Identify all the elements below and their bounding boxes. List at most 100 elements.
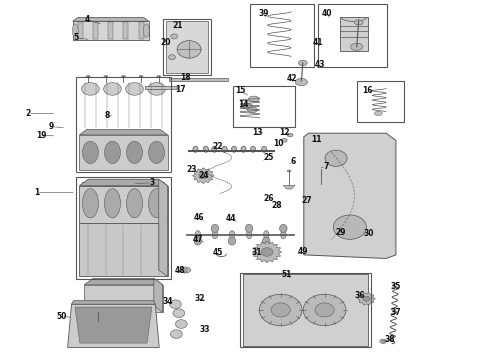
- Polygon shape: [82, 182, 164, 190]
- Ellipse shape: [86, 76, 90, 77]
- Text: 48: 48: [175, 266, 186, 275]
- Polygon shape: [79, 186, 168, 223]
- Ellipse shape: [262, 146, 267, 152]
- Text: 25: 25: [263, 153, 274, 162]
- Text: 40: 40: [322, 9, 333, 18]
- Ellipse shape: [148, 83, 166, 95]
- Ellipse shape: [232, 146, 237, 152]
- Polygon shape: [79, 179, 168, 186]
- Ellipse shape: [82, 189, 98, 218]
- Polygon shape: [84, 278, 163, 285]
- Bar: [78, 22, 83, 39]
- Ellipse shape: [245, 224, 253, 233]
- Ellipse shape: [104, 76, 108, 77]
- Ellipse shape: [126, 189, 143, 218]
- Text: 36: 36: [355, 291, 366, 300]
- Text: 14: 14: [238, 100, 248, 109]
- Text: 31: 31: [252, 248, 263, 257]
- Text: 42: 42: [286, 74, 297, 83]
- Bar: [233, 86, 295, 127]
- Ellipse shape: [222, 146, 227, 152]
- Ellipse shape: [148, 141, 165, 163]
- Ellipse shape: [298, 60, 307, 66]
- Ellipse shape: [380, 339, 387, 343]
- Text: 30: 30: [363, 229, 374, 238]
- Text: 10: 10: [273, 139, 284, 148]
- Ellipse shape: [212, 231, 218, 239]
- Polygon shape: [304, 133, 396, 258]
- Ellipse shape: [85, 183, 100, 189]
- Circle shape: [303, 294, 346, 326]
- Ellipse shape: [250, 146, 256, 152]
- Bar: [240, 273, 371, 347]
- Circle shape: [170, 300, 181, 309]
- Ellipse shape: [73, 24, 78, 37]
- Text: 8: 8: [104, 112, 109, 120]
- Bar: [169, 78, 228, 81]
- Ellipse shape: [319, 168, 323, 170]
- Polygon shape: [159, 179, 168, 276]
- Ellipse shape: [104, 189, 121, 218]
- Text: 1: 1: [34, 188, 39, 197]
- Text: 20: 20: [160, 38, 171, 47]
- Text: 3: 3: [149, 178, 154, 187]
- Circle shape: [325, 150, 347, 166]
- Text: 29: 29: [335, 228, 346, 237]
- Text: 35: 35: [391, 282, 401, 291]
- Text: 18: 18: [180, 73, 191, 82]
- Ellipse shape: [315, 134, 320, 138]
- Ellipse shape: [229, 231, 235, 239]
- Circle shape: [261, 248, 273, 256]
- Polygon shape: [72, 301, 155, 304]
- Polygon shape: [315, 184, 327, 187]
- Text: 34: 34: [162, 297, 173, 306]
- Ellipse shape: [310, 139, 316, 142]
- Ellipse shape: [241, 146, 246, 152]
- Ellipse shape: [248, 96, 259, 102]
- Polygon shape: [73, 18, 149, 21]
- Polygon shape: [68, 304, 159, 347]
- Polygon shape: [79, 129, 168, 135]
- Text: 13: 13: [252, 128, 263, 137]
- Ellipse shape: [280, 224, 287, 233]
- Ellipse shape: [212, 146, 217, 152]
- Ellipse shape: [195, 231, 200, 239]
- Text: 26: 26: [263, 194, 274, 203]
- Polygon shape: [79, 135, 168, 170]
- Text: 44: 44: [226, 214, 237, 223]
- Ellipse shape: [193, 146, 198, 152]
- Circle shape: [259, 294, 302, 326]
- Ellipse shape: [180, 267, 191, 273]
- Text: 37: 37: [391, 308, 401, 317]
- Text: 6: 6: [291, 157, 295, 166]
- Text: 43: 43: [314, 59, 325, 68]
- Text: 41: 41: [312, 38, 323, 47]
- Ellipse shape: [125, 83, 143, 95]
- Ellipse shape: [354, 20, 363, 25]
- Bar: [76, 177, 171, 279]
- Bar: [123, 22, 128, 39]
- Ellipse shape: [122, 76, 125, 77]
- Polygon shape: [73, 21, 149, 40]
- Text: 19: 19: [36, 130, 47, 139]
- Ellipse shape: [228, 237, 236, 245]
- Ellipse shape: [246, 231, 252, 239]
- Bar: [108, 22, 113, 39]
- Text: 23: 23: [187, 165, 197, 174]
- Bar: [93, 22, 98, 39]
- Text: 50: 50: [56, 311, 67, 320]
- Polygon shape: [84, 285, 163, 312]
- Circle shape: [315, 303, 334, 317]
- Bar: [318, 4, 387, 67]
- Ellipse shape: [139, 76, 143, 77]
- Text: 51: 51: [281, 270, 292, 279]
- Ellipse shape: [243, 103, 252, 109]
- Text: 32: 32: [195, 293, 205, 302]
- Bar: [357, 81, 404, 122]
- Polygon shape: [75, 307, 152, 343]
- Polygon shape: [358, 293, 375, 305]
- Text: 11: 11: [311, 135, 321, 144]
- Bar: [163, 19, 211, 75]
- Circle shape: [173, 309, 185, 318]
- Text: 39: 39: [258, 9, 269, 18]
